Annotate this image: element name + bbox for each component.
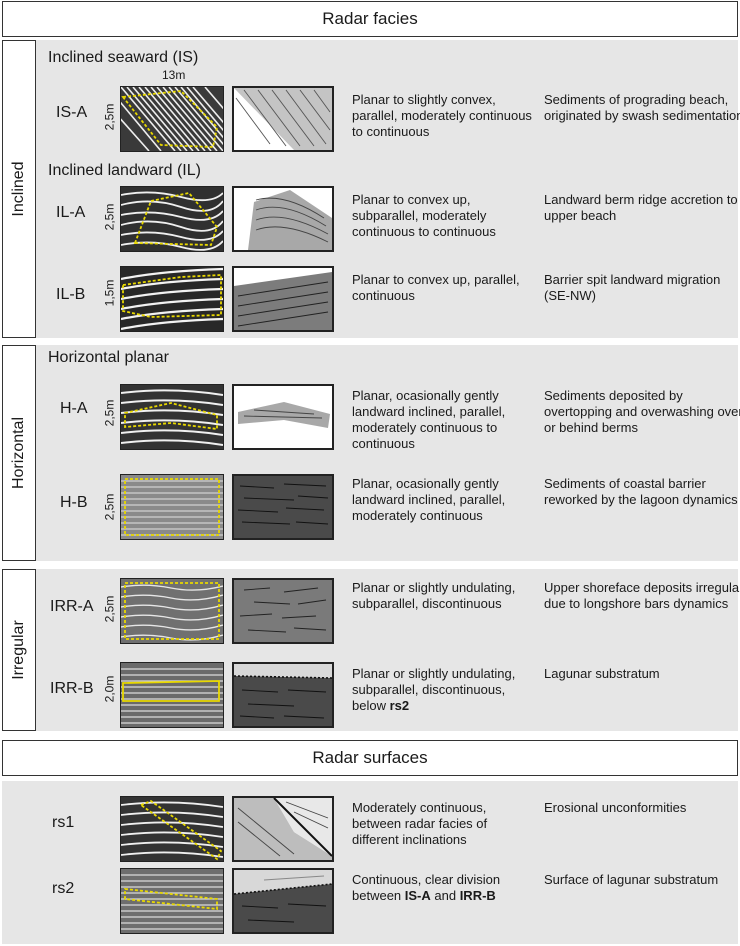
facies-code: IS-A [56,104,88,121]
gpr-image [120,474,224,540]
facies-description: Planar to convex up, subparallel, modera… [352,192,496,239]
vertical-scale: 2,5m [102,595,117,623]
facies-code: IRR-B [50,680,94,697]
horizontal-group-label: Horizontal [2,345,36,561]
facies-description: Planar to convex up, parallel, continuou… [352,272,520,303]
gpr-image [120,266,224,332]
vertical-scale: 2,5m [102,203,117,231]
surface-description: Continuous, clear division between IS-A … [352,872,501,903]
interpretation-sketch [232,266,334,332]
facies-interpretation: Sediments deposited by overtopping and o… [544,388,740,435]
subheading-il: Inclined landward (IL) [48,162,201,179]
facies-description: Planar or slightly undulating, subparall… [352,666,516,713]
facies-interpretation: Upper shoreface deposits irregular due t… [544,580,740,611]
interpretation-sketch [232,186,334,252]
surface-code: rs1 [52,814,75,831]
facies-code: IL-B [56,286,86,303]
vertical-scale: 2,0m [102,675,117,703]
inclined-group-label: Inclined [2,40,36,338]
facies-description: Planar, ocasionally gently landward incl… [352,388,506,451]
gpr-image [120,384,224,450]
interpretation-sketch [232,384,334,450]
facies-code: IL-A [56,204,86,221]
interpretation-sketch [232,474,334,540]
vertical-scale: 2,5m [102,103,117,131]
surface-interpretation: Surface of lagunar substratum [544,872,719,887]
facies-interpretation: Sediments of coastal barrier reworked by… [544,476,738,507]
radar-surfaces-header: Radar surfaces [2,740,738,776]
interpretation-sketch [232,796,334,862]
facies-description: Planar or slightly undulating, subparall… [352,580,516,611]
horizontal-panel: Horizontal Horizontal planar [2,345,738,561]
gpr-image [120,186,224,252]
vertical-scale: 2,5m [102,493,117,521]
gpr-image [120,796,224,862]
facies-description: Planar to slightly convex, parallel, mod… [352,92,532,139]
scale-13m: 13m [162,68,186,82]
facies-interpretation: Lagunar substratum [544,666,660,681]
irregular-group-label: Irregular [2,569,36,731]
facies-description: Planar, ocasionally gently landward incl… [352,476,506,523]
facies-interpretation: Barrier spit landward migration (SE-NW) [544,272,721,303]
vertical-scale: 1,5m [102,279,117,307]
facies-code: H-B [60,494,88,511]
vertical-scale: 2,5m [102,399,117,427]
radar-facies-header: Radar facies [2,1,738,37]
gpr-image [120,662,224,728]
facies-code: IRR-A [50,598,94,615]
gpr-image [120,86,224,152]
interpretation-sketch [232,86,334,152]
interpretation-sketch [232,868,334,934]
interpretation-sketch [232,578,334,644]
gpr-image [120,868,224,934]
facies-interpretation: Landward berm ridge accretion to upper b… [544,192,738,223]
subheading-is: Inclined seaward (IS) [48,49,199,66]
facies-interpretation: Sediments of prograding beach, originate… [544,92,740,123]
surface-description: Moderately continuous, between radar fac… [352,800,488,847]
surface-code: rs2 [52,880,75,897]
subheading-hp: Horizontal planar [48,349,169,366]
surface-interpretation: Erosional unconformities [544,800,687,815]
gpr-image [120,578,224,644]
facies-code: H-A [60,400,88,417]
interpretation-sketch [232,662,334,728]
